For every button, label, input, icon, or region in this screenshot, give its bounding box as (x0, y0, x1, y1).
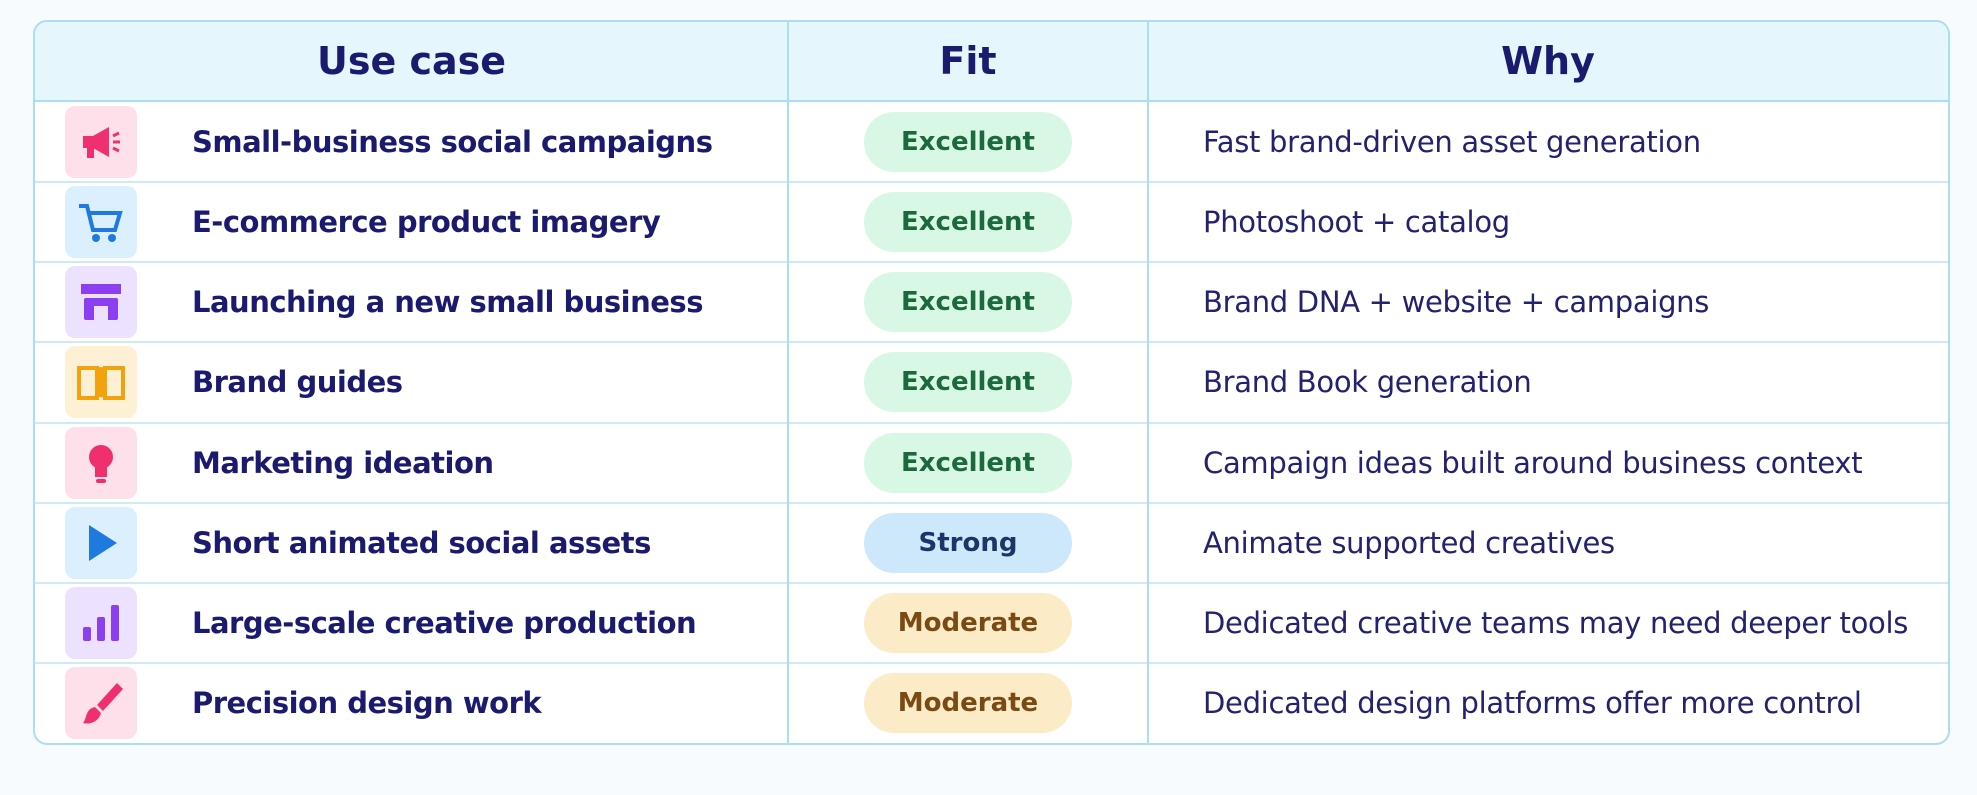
why-text: Fast brand-driven asset generation (1203, 125, 1701, 160)
row-divider (35, 581, 1948, 584)
row-divider (35, 261, 1948, 264)
icon-glyph (79, 204, 123, 243)
fit-badge: Excellent (864, 432, 1072, 493)
why-text: Photoshoot + catalog (1203, 205, 1510, 240)
row-divider (35, 661, 1948, 664)
row-icon (65, 586, 137, 659)
row-icon (65, 506, 137, 579)
fit-badge: Excellent (864, 112, 1072, 173)
use-case: Large-scale creative production (192, 605, 697, 640)
column-header: Fit (788, 22, 1148, 102)
column-header: Use case (35, 22, 788, 102)
table: Use case Fit Why Small-business social camp… (33, 20, 1950, 745)
icon-glyph (77, 366, 125, 401)
fit-badge: Strong (864, 512, 1072, 573)
fit-badge: Moderate (864, 672, 1072, 733)
use-case: Marketing ideation (192, 445, 494, 480)
use-case: E-commerce product imagery (192, 205, 661, 240)
column-divider (1147, 22, 1149, 743)
fit-badge: Excellent (864, 352, 1072, 413)
icon-glyph (89, 444, 113, 483)
row-icon (65, 346, 137, 419)
fit-badge: Moderate (864, 592, 1072, 653)
row-divider (35, 341, 1948, 344)
row-divider (35, 421, 1948, 424)
fit-badge: Excellent (864, 192, 1072, 253)
row-divider (35, 181, 1948, 184)
use-case: Launching a new small business (192, 285, 703, 320)
why-text: Brand Book generation (1203, 365, 1532, 400)
icon-glyph (83, 127, 120, 159)
use-case: Brand guides (192, 365, 403, 400)
column-divider (787, 22, 789, 743)
why-text: Animate supported creatives (1203, 525, 1615, 560)
column-header: Why (1148, 22, 1948, 102)
row-icon (65, 106, 137, 179)
row-icon (65, 186, 137, 259)
row-icon (65, 426, 137, 499)
why-text: Dedicated design platforms offer more co… (1203, 685, 1862, 720)
icon-glyph (81, 284, 121, 321)
use-case: Short animated social assets (192, 525, 651, 560)
why-text: Campaign ideas built around business con… (1203, 445, 1863, 480)
why-text: Dedicated creative teams may need deeper… (1203, 605, 1909, 640)
row-icon (65, 266, 137, 339)
icon-glyph (83, 682, 123, 724)
icon-glyph (83, 604, 119, 641)
use-case: Small-business social campaigns (192, 125, 713, 160)
row-divider (35, 501, 1948, 504)
why-text: Brand DNA + website + campaigns (1203, 285, 1710, 320)
icon-glyph (89, 524, 117, 561)
use-case: Precision design work (192, 685, 542, 720)
row-icon (65, 666, 137, 739)
fit-badge: Excellent (864, 272, 1072, 333)
